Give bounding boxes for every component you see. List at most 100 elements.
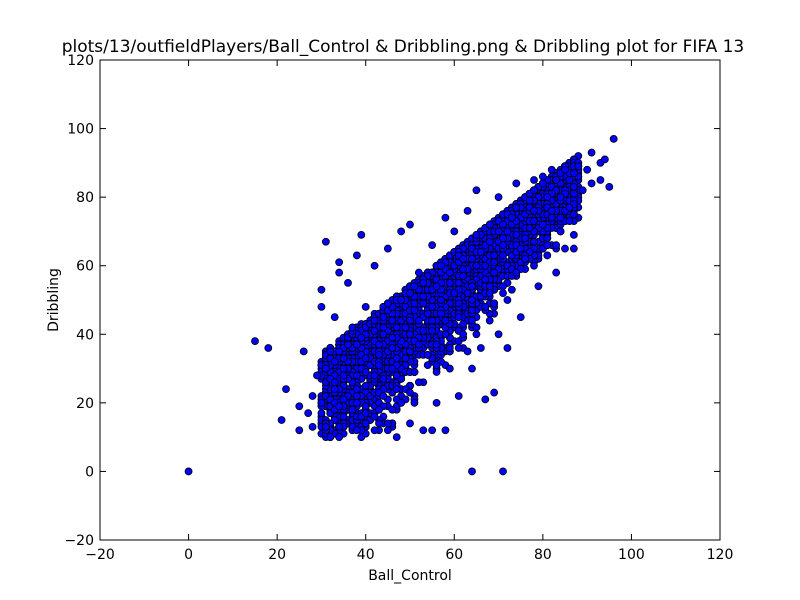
- x-tick-label: 40: [357, 547, 375, 563]
- data-point: [406, 316, 414, 325]
- data-point: [556, 213, 565, 222]
- data-point: [361, 409, 370, 418]
- data-point: [375, 405, 383, 414]
- data-point: [352, 371, 361, 380]
- data-point: [432, 340, 441, 349]
- data-point: [552, 241, 561, 250]
- data-point: [454, 278, 463, 287]
- data-point: [308, 422, 317, 431]
- data-point: [352, 251, 361, 260]
- data-point: [490, 251, 499, 260]
- x-tick-label: 0: [184, 547, 193, 563]
- x-tick-label: 20: [268, 547, 286, 563]
- data-point: [282, 385, 290, 394]
- data-point: [569, 189, 578, 198]
- data-point: [499, 289, 507, 298]
- data-point: [410, 282, 419, 291]
- data-point: [538, 179, 547, 188]
- data-point: [530, 206, 538, 215]
- data-point: [406, 347, 414, 356]
- chart-title: plots/13/outfieldPlayers/Ball_Control & …: [62, 37, 745, 57]
- data-point: [481, 261, 490, 270]
- data-point: [379, 374, 388, 383]
- data-point: [383, 426, 392, 435]
- data-point: [441, 330, 450, 339]
- data-point: [437, 261, 445, 270]
- data-point: [428, 426, 437, 435]
- data-point: [326, 433, 335, 442]
- data-point: [530, 217, 538, 226]
- data-point: [468, 254, 476, 263]
- data-point: [503, 344, 512, 352]
- data-point: [379, 330, 388, 339]
- data-point: [317, 409, 326, 418]
- data-point: [383, 419, 392, 428]
- data-point: [335, 347, 344, 356]
- data-point: [428, 241, 437, 250]
- data-point: [459, 320, 468, 328]
- data-point: [472, 230, 481, 239]
- y-tick-label: 100: [67, 122, 94, 138]
- data-point: [468, 364, 476, 373]
- data-point: [383, 299, 392, 308]
- data-point: [330, 313, 339, 322]
- data-point: [516, 244, 525, 253]
- data-point: [339, 354, 348, 363]
- data-point: [543, 241, 552, 250]
- data-point: [494, 330, 503, 339]
- x-axis-label: Ball_Control: [368, 568, 452, 584]
- data-point: [552, 268, 561, 277]
- data-point: [406, 330, 414, 339]
- data-point: [512, 203, 521, 212]
- data-point: [490, 258, 499, 267]
- data-point: [432, 361, 441, 370]
- data-point: [543, 251, 552, 260]
- data-point: [441, 426, 450, 435]
- x-tick-label: −20: [85, 547, 115, 563]
- data-point: [516, 313, 525, 322]
- data-point: [406, 289, 414, 298]
- data-point: [419, 292, 428, 301]
- data-point: [370, 412, 379, 421]
- data-point: [370, 261, 379, 270]
- data-point: [388, 333, 397, 342]
- data-point: [397, 296, 406, 304]
- data-point: [379, 313, 388, 322]
- data-point: [313, 371, 321, 380]
- y-tick-label: 60: [76, 259, 94, 275]
- data-point: [534, 282, 543, 291]
- data-point: [361, 302, 370, 311]
- data-point: [476, 344, 485, 352]
- points-layer: [184, 134, 618, 476]
- data-point: [348, 323, 357, 332]
- data-point: [335, 258, 344, 267]
- data-point: [388, 405, 397, 414]
- data-point: [321, 237, 330, 246]
- data-point: [419, 326, 428, 335]
- data-point: [423, 350, 432, 359]
- data-point: [605, 182, 614, 191]
- data-point: [295, 402, 304, 411]
- data-point: [335, 433, 344, 442]
- data-point: [600, 155, 609, 164]
- data-point: [361, 419, 370, 428]
- data-point: [481, 302, 490, 311]
- data-point: [454, 313, 463, 322]
- data-point: [370, 426, 379, 435]
- data-point: [525, 196, 534, 205]
- data-point: [401, 323, 410, 332]
- data-point: [569, 244, 578, 253]
- data-point: [414, 268, 423, 277]
- data-point: [392, 371, 401, 380]
- data-point: [330, 385, 339, 394]
- data-point: [383, 244, 392, 253]
- data-point: [352, 398, 361, 407]
- data-point: [295, 426, 304, 435]
- data-point: [361, 381, 370, 390]
- data-point: [445, 268, 454, 277]
- data-point: [441, 316, 450, 325]
- data-point: [463, 289, 472, 298]
- data-point: [410, 398, 419, 407]
- data-point: [476, 248, 485, 256]
